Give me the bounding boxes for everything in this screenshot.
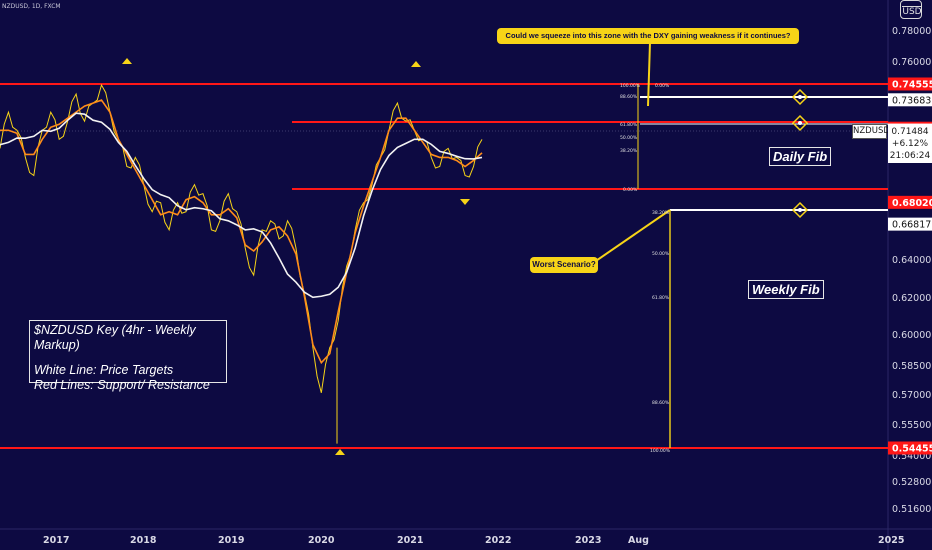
current-price-change: +6.12% [891, 139, 929, 149]
x-tick-label: 2025 [878, 535, 904, 546]
y-tick-label: 0.64000 [892, 255, 931, 266]
target-marker-066817 [791, 201, 809, 219]
pivot-high-triangle [411, 61, 421, 67]
pivot-low-triangle [460, 199, 470, 205]
x-tick-label: 2023 [575, 535, 601, 546]
level-price-tag: 0.68020 [888, 195, 932, 209]
callout-top-pointer [647, 41, 651, 107]
weekly-fib-labels: 0.00% 38.20% 50.00% 61.80% 88.60% 100.00… [650, 83, 671, 454]
level-price-text: 0.68020 [892, 198, 932, 209]
level-price-tag: 0.54455 [888, 441, 932, 455]
y-tick-label: 0.78000 [892, 26, 931, 37]
currency-label: USD [902, 6, 922, 17]
y-tick-label: 0.62000 [892, 293, 931, 304]
level-price-tag: 0.66817 [888, 217, 932, 231]
weekly-fib-label: 88.60% [652, 400, 670, 406]
y-tick-label: 0.55500 [892, 420, 931, 431]
y-tick-label: 0.58500 [892, 361, 931, 372]
daily-fib-label: 88.60% [620, 94, 638, 100]
moving-average-fast [0, 99, 483, 365]
callout-worst-scenario: Worst Scenario? [530, 257, 598, 273]
chart-key-box: $NZDUSD Key (4hr - Weekly Markup) White … [29, 320, 227, 392]
x-tick-label: 2019 [218, 535, 244, 546]
level-price-text: 0.66817 [892, 220, 931, 231]
y-tick-label: 0.54000 [892, 451, 931, 462]
current-price-box: 0.71484 +6.12% 21:06:24 [888, 125, 932, 163]
daily-fib-label: 61.80% [620, 122, 638, 128]
x-tick-label: 2017 [43, 535, 69, 546]
moving-average-slow [0, 112, 483, 299]
tradingview-logo-icon [900, 0, 922, 19]
x-tick-label: 2022 [485, 535, 511, 546]
weekly-fib-label: 50.00% [652, 251, 670, 257]
key-title: $NZDUSD Key (4hr - Weekly Markup) [34, 323, 196, 352]
x-tick-label: 2021 [397, 535, 423, 546]
level-price-text: 0.54455 [892, 444, 932, 455]
symbol-label: NZDUSD, 1D, FXCM [2, 3, 61, 10]
y-tick-label: 0.52800 [892, 477, 931, 488]
daily-fib-labels: 100.00% 88.60% 61.80% 50.00% 38.20% 0.00… [620, 83, 641, 193]
callout-squeeze: Could we squeeze into this zone with the… [497, 28, 799, 44]
daily-fib-label: 38.20% [620, 148, 638, 154]
daily-fib-label: 100.00% [620, 83, 641, 89]
level-price-tag: 0.74555 [888, 77, 932, 91]
target-marker-072011 [791, 114, 809, 132]
y-tick-label: 0.76000 [892, 57, 931, 68]
daily-fib-label-box: Daily Fib [769, 147, 832, 166]
daily-fib-label: 50.00% [620, 135, 638, 141]
bar-countdown: 21:06:24 [889, 151, 931, 161]
x-tick-label: 2020 [308, 535, 335, 546]
key-gap [34, 353, 222, 363]
key-line-red: Red Lines: Support/ Resistance [34, 378, 210, 392]
ticker-name-tag: NZDUSD [852, 124, 890, 139]
level-price-text: 0.74555 [892, 80, 932, 91]
price-series-layer [0, 83, 483, 444]
weekly-fib-label-box: Weekly Fib [748, 280, 824, 299]
daily-fib-label: 0.00% [623, 187, 638, 193]
y-tick-label: 0.57000 [892, 390, 931, 401]
x-tick-label: 2018 [130, 535, 157, 546]
pivot-high-triangle [122, 58, 132, 64]
level-price-tag: 0.73683 [888, 93, 932, 107]
weekly-fib-label: 0.00% [655, 83, 670, 89]
y-tick-label: 0.60000 [892, 330, 931, 341]
y-tick-label: 0.51600 [892, 504, 931, 515]
key-line-white: White Line: Price Targets [34, 363, 174, 377]
callout-worst-pointer [589, 209, 671, 266]
x-tick-label: Aug [628, 535, 649, 546]
weekly-fib-label: 61.80% [652, 295, 670, 301]
weekly-fib-label: 100.00% [650, 448, 671, 454]
current-price-value: 0.71484 [891, 127, 929, 137]
pivot-low-triangle [335, 449, 345, 455]
level-price-text: 0.73683 [892, 95, 931, 106]
target-marker-073683 [791, 88, 809, 106]
x-tick-layer: 2017 2018 2019 2020 2021 2022 2023 Aug 2… [43, 535, 904, 546]
weekly-fib-label: 38.20% [652, 210, 670, 216]
